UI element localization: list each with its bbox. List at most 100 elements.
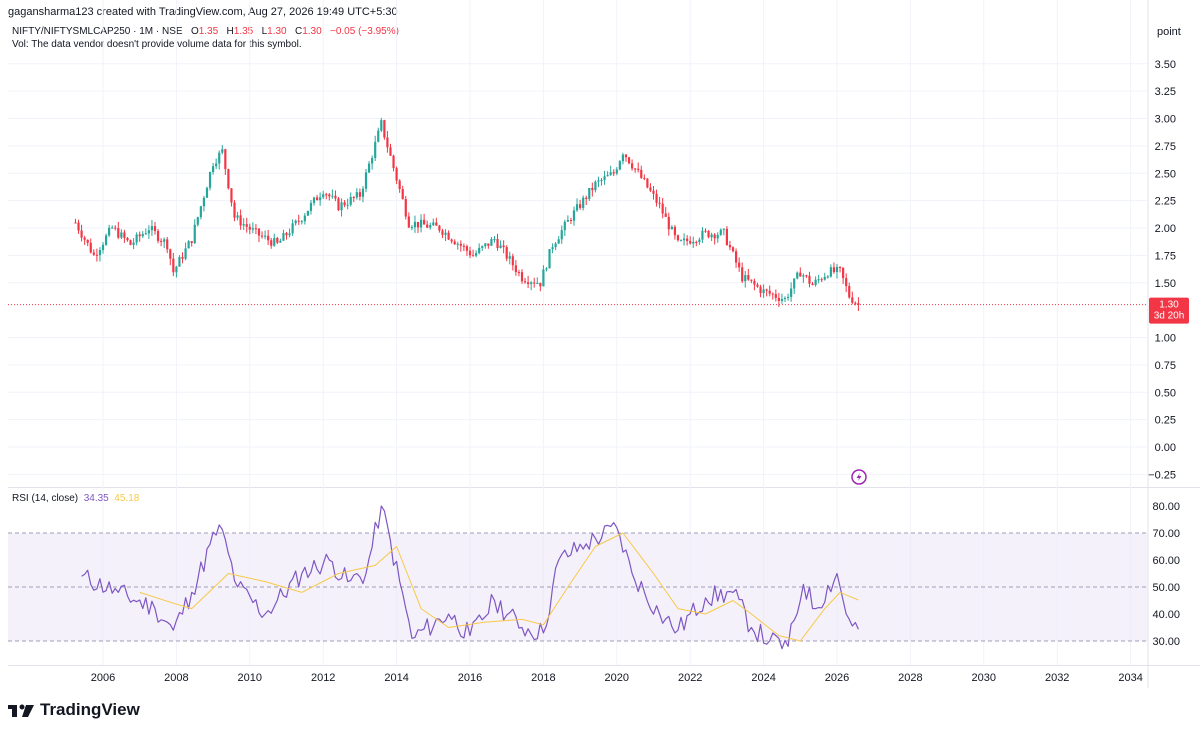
candle-down: [658, 202, 661, 204]
candle-up: [554, 243, 557, 248]
candle-down: [686, 238, 689, 242]
candle-up: [242, 224, 245, 226]
time-tick-label: 2006: [91, 672, 115, 684]
candle-down: [630, 163, 634, 169]
candle-down: [337, 198, 340, 211]
candle-down: [627, 157, 631, 164]
candle-up: [609, 172, 612, 176]
candle-up: [410, 227, 413, 229]
candle-down: [514, 265, 517, 273]
lightning-icon[interactable]: [851, 469, 867, 485]
candle-down: [842, 267, 845, 279]
candle-down: [808, 275, 811, 284]
candle-up: [670, 226, 673, 230]
time-tick-label: 2028: [898, 672, 922, 684]
candle-down: [664, 213, 667, 217]
price-tick-label: 2.50: [1155, 168, 1176, 180]
candle-down: [805, 275, 808, 277]
symbol-legend[interactable]: NIFTY/NIFTYSMLCAP250 · 1M · NSE O1.35 H1…: [12, 26, 399, 37]
candle-down: [325, 194, 328, 196]
candle-up: [481, 246, 484, 248]
rsi-ma-line: [139, 532, 859, 642]
candle-down: [230, 188, 233, 203]
rsi-band: [8, 532, 1148, 642]
candle-down: [756, 284, 759, 287]
candle-down: [713, 234, 716, 239]
time-tick-label: 2022: [678, 672, 702, 684]
candle-down: [462, 245, 465, 247]
price-tick-label: 3.25: [1155, 86, 1176, 98]
candle-down: [358, 192, 361, 197]
candle-down: [649, 187, 652, 191]
time-tick-label: 2030: [972, 672, 996, 684]
price-tick-label: 2.75: [1155, 141, 1176, 153]
candle-down: [661, 203, 664, 214]
rsi-tick-label: 60.00: [1152, 555, 1180, 567]
candle-up: [199, 206, 202, 218]
candle-up: [588, 187, 591, 199]
candle-up: [478, 247, 481, 254]
time-tick-label: 2016: [458, 672, 482, 684]
candle-down: [591, 187, 594, 191]
candle-up: [499, 245, 502, 248]
candle-up: [542, 269, 545, 287]
candle-up: [144, 233, 147, 235]
candle-up: [600, 179, 603, 181]
candle-down: [172, 258, 175, 273]
candle-down: [689, 241, 692, 244]
candle-down: [471, 255, 475, 257]
ohlc-high: 1.35: [233, 26, 254, 37]
candle-up: [215, 163, 218, 167]
candle-up: [710, 234, 713, 238]
candle-down: [441, 230, 444, 235]
candle-down: [181, 256, 184, 259]
candle-down: [848, 286, 851, 298]
candle-up: [432, 222, 435, 226]
price-tick-label: 0.25: [1155, 415, 1176, 427]
time-tick-label: 2008: [164, 672, 188, 684]
candle-up: [309, 202, 313, 211]
candle-down: [74, 222, 77, 224]
candle-up: [111, 227, 114, 229]
candle-up: [536, 282, 539, 284]
ohlc-open-label: O: [190, 26, 199, 37]
candle-down: [270, 240, 273, 246]
price-tick-label: 1.75: [1155, 250, 1176, 262]
rsi-legend[interactable]: RSI (14, close) 34.35 45.18: [12, 493, 139, 504]
candle-up: [291, 223, 294, 234]
candle-up: [701, 230, 704, 240]
candle-down: [239, 215, 242, 226]
candle-up: [340, 202, 343, 211]
candle-up: [582, 197, 585, 208]
candle-down: [646, 178, 649, 188]
candle-up: [221, 149, 224, 153]
candle-up: [135, 234, 138, 243]
candle-up: [606, 175, 609, 177]
rsi-tick-label: 30.00: [1152, 636, 1180, 648]
candle-up: [594, 181, 597, 191]
candle-up: [346, 204, 349, 206]
ohlc-low: 1.30: [267, 26, 287, 37]
ohlc-low-label: L: [261, 26, 268, 37]
ohlc-close: 1.30: [302, 26, 322, 37]
price-tick-label: 3.00: [1155, 114, 1176, 126]
candle-up: [621, 154, 625, 162]
candle-up: [716, 234, 719, 239]
candle-up: [560, 230, 563, 240]
candle-down: [227, 169, 230, 189]
candle-up: [193, 224, 196, 244]
candle-down: [854, 302, 857, 304]
tradingview-logo[interactable]: TradingView: [8, 700, 140, 720]
candle-up: [484, 243, 487, 247]
candle-down: [704, 230, 707, 232]
candle-up: [814, 279, 817, 286]
candle-down: [315, 197, 319, 201]
candle-down: [138, 234, 141, 237]
candle-down: [533, 282, 536, 284]
price-tick-label: 2.00: [1155, 223, 1176, 235]
candle-up: [413, 221, 417, 228]
candle-down: [123, 232, 126, 238]
candle-down: [267, 235, 270, 241]
candle-up: [744, 275, 747, 282]
